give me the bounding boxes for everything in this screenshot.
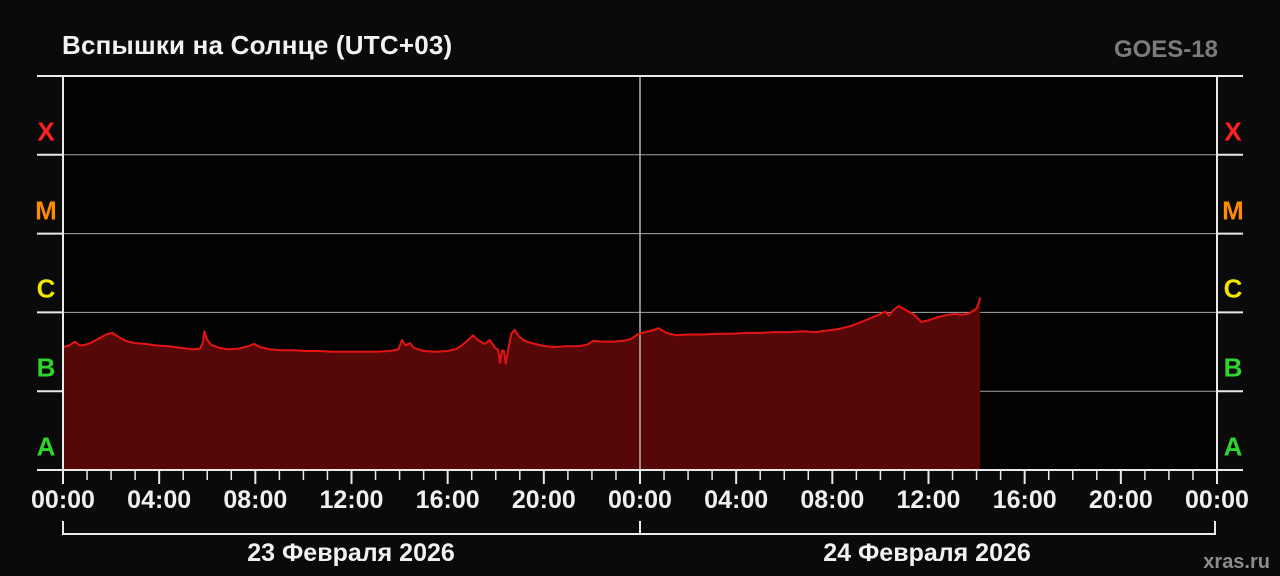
x-tick-label: 12:00 — [896, 486, 961, 514]
y-class-label-left-A: A — [36, 431, 56, 462]
date-label-day2: 24 Февраля 2026 — [823, 539, 1031, 567]
y-class-label-left-C: C — [36, 273, 56, 304]
chart-title: Вспышки на Солнце (UTC+03) — [62, 30, 453, 60]
x-tick-label: 08:00 — [800, 486, 865, 514]
flux-line — [62, 297, 982, 365]
y-class-label-right-B: B — [1223, 352, 1243, 383]
date-label-day1: 23 Февраля 2026 — [247, 539, 455, 567]
watermark: xras.ru — [1203, 551, 1270, 573]
x-tick-label: 04:00 — [704, 486, 769, 514]
y-class-label-left-B: B — [36, 352, 56, 383]
y-class-label-right-M: M — [1222, 195, 1244, 226]
x-tick-label: 20:00 — [1088, 486, 1153, 514]
x-tick-label: 16:00 — [992, 486, 1057, 514]
x-tick-label: 08:00 — [223, 486, 288, 514]
y-class-label-left-M: M — [35, 195, 57, 226]
y-class-label-left-X: X — [37, 116, 55, 147]
y-class-label-right-C: C — [1223, 273, 1243, 304]
x-tick-label: 20:00 — [511, 486, 576, 514]
day1-bracket — [62, 521, 641, 535]
x-tick-label: 00:00 — [31, 486, 95, 514]
day2-bracket — [639, 521, 1216, 535]
x-tick-label: 00:00 — [608, 486, 672, 514]
x-tick-label: 00:00 — [1185, 486, 1249, 514]
satellite-label: GOES-18 — [1113, 36, 1218, 63]
flux-area — [63, 298, 981, 470]
x-tick-label: 04:00 — [127, 486, 192, 514]
y-class-label-right-X: X — [1224, 116, 1242, 147]
y-class-label-right-A: A — [1223, 431, 1243, 462]
x-tick-label: 12:00 — [319, 486, 384, 514]
x-tick-label: 16:00 — [415, 486, 480, 514]
